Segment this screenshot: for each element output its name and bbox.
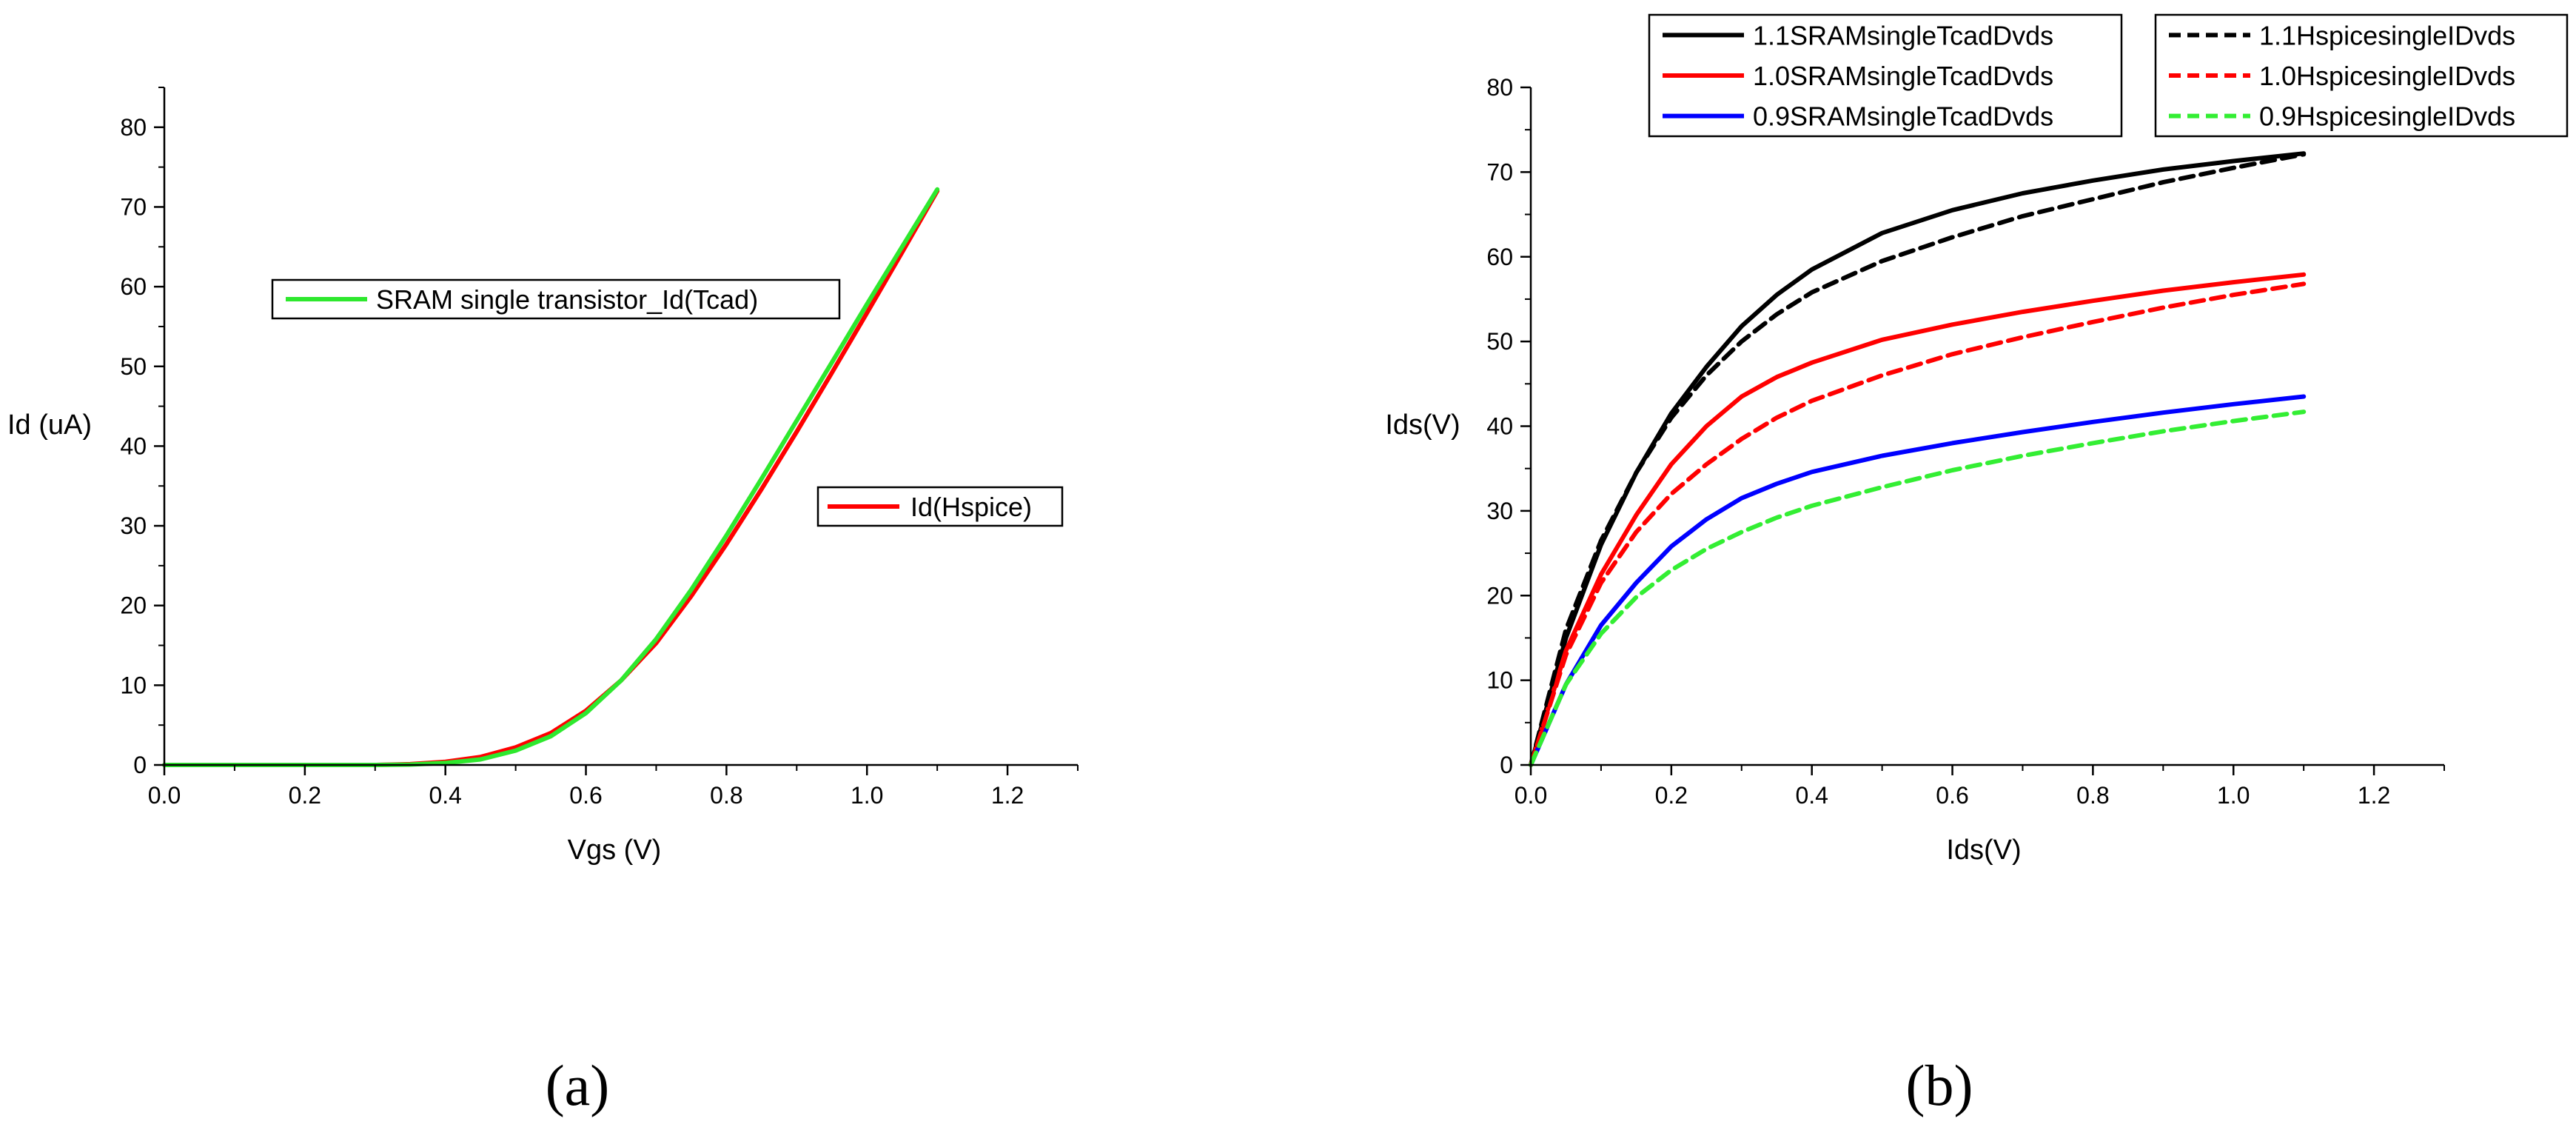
x-tick-label: 0.2 bbox=[1655, 782, 1688, 809]
chart-b-xlabel: Ids(V) bbox=[1946, 835, 2021, 866]
y-tick-label: 70 bbox=[1486, 158, 1513, 185]
x-tick-label: 0.0 bbox=[148, 782, 181, 809]
y-tick-label: 20 bbox=[1486, 582, 1513, 609]
series-line-1-0hspicesingleidvds bbox=[1529, 281, 2307, 767]
x-tick-label: 1.0 bbox=[851, 782, 883, 809]
x-tick-label: 1.0 bbox=[2217, 782, 2250, 809]
chart-a-ylabel: Id (uA) bbox=[7, 410, 92, 441]
legend-label: 1.0SRAMsingleTcadDvds bbox=[1753, 61, 2053, 91]
x-tick-label: 0.4 bbox=[1795, 782, 1828, 809]
y-tick-label: 40 bbox=[120, 432, 147, 459]
x-tick-label: 1.2 bbox=[2358, 782, 2390, 809]
series-line-1-0sramsingletcaddvds bbox=[1529, 272, 2307, 767]
chart-a-xlabel: Vgs (V) bbox=[568, 835, 662, 866]
y-tick-label: 30 bbox=[120, 512, 147, 539]
x-tick-label: 0.8 bbox=[2076, 782, 2109, 809]
y-tick-label: 50 bbox=[1486, 328, 1513, 355]
legend-box bbox=[2154, 13, 2569, 138]
y-tick-label: 50 bbox=[120, 353, 147, 380]
y-tick-label: 0 bbox=[1500, 752, 1513, 778]
series-line-id-hspice- bbox=[162, 188, 940, 767]
y-tick-label: 60 bbox=[120, 273, 147, 300]
panel-label-b: (b) bbox=[1906, 1053, 1973, 1117]
series-line-0-9sramsingletcaddvds bbox=[1529, 394, 2307, 767]
series-line-1-1sramsingletcaddvds bbox=[1529, 151, 2307, 767]
y-tick-label: 30 bbox=[1486, 498, 1513, 524]
y-tick-label: 20 bbox=[120, 592, 147, 619]
x-tick-label: 0.6 bbox=[1936, 782, 1968, 809]
y-tick-label: 10 bbox=[120, 672, 147, 698]
chart-b-ylabel: Ids(V) bbox=[1385, 410, 1460, 441]
y-tick-label: 80 bbox=[1486, 74, 1513, 101]
chart-a: 0.0 0.2 0.4 0.6 0.8 1.0 1.2 0 10 20 30 40 50 60 70 80 V… bbox=[7, 87, 1079, 1117]
legend-label: Id(Hspice) bbox=[910, 492, 1032, 522]
series-line-1-1hspicesingleidvds bbox=[1529, 152, 2307, 767]
y-tick-label: 70 bbox=[120, 193, 147, 220]
y-tick-label: 10 bbox=[1486, 667, 1513, 694]
legend-label: 0.9HspicesingleIDvds bbox=[2259, 101, 2515, 132]
legend-label: 1.1SRAMsingleTcadDvds bbox=[1753, 20, 2053, 50]
legend-label: 1.1HspicesingleIDvds bbox=[2259, 20, 2515, 50]
x-tick-label: 0.0 bbox=[1515, 782, 1547, 809]
y-tick-label: 0 bbox=[133, 752, 147, 778]
y-tick-label: 80 bbox=[120, 114, 147, 141]
x-tick-label: 1.2 bbox=[991, 782, 1024, 809]
legend-label: 1.0HspicesingleIDvds bbox=[2259, 61, 2515, 91]
x-tick-label: 0.8 bbox=[710, 782, 742, 809]
x-tick-label: 0.4 bbox=[429, 782, 461, 809]
y-tick-label: 60 bbox=[1486, 244, 1513, 270]
chart-b: 0.0 0.2 0.4 0.6 0.8 1.0 1.2 0 10 20 30 40 50 60 70 80 I… bbox=[1385, 13, 2569, 1117]
legend-label: 0.9SRAMsingleTcadDvds bbox=[1753, 101, 2053, 132]
y-tick-label: 40 bbox=[1486, 413, 1513, 440]
x-tick-label: 0.2 bbox=[289, 782, 321, 809]
series-line-sram-single-transistor-id-tcad- bbox=[162, 187, 940, 767]
series-line-0-9hspicesingleidvds bbox=[1529, 410, 2307, 767]
x-tick-label: 0.6 bbox=[569, 782, 602, 809]
panel-label-a: (a) bbox=[546, 1053, 610, 1117]
legend-label: SRAM single transistor_Id(Tcad) bbox=[376, 284, 758, 315]
